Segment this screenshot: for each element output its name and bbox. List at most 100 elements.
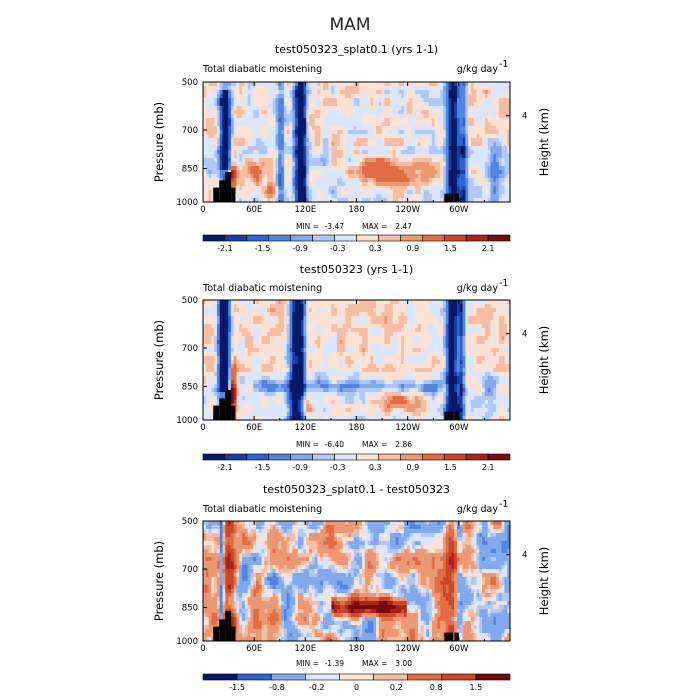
heatmap-cell [203, 312, 207, 317]
heatmap-cell [253, 134, 257, 139]
heatmap-cell [451, 328, 455, 333]
heatmap-cell [459, 138, 463, 143]
heatmap-cell [306, 198, 310, 203]
heatmap-cell [306, 352, 310, 357]
heatmap-cell [292, 308, 296, 313]
heatmap-cell [336, 328, 341, 333]
heatmap-cell [289, 344, 293, 349]
heatmap-cell [345, 178, 349, 183]
heatmap-cell [473, 336, 477, 341]
heatmap-cell [269, 114, 274, 119]
heatmap-cell [456, 122, 461, 127]
heatmap-cell [269, 86, 274, 91]
heatmap-cell [434, 98, 438, 103]
heatmap-cell [317, 98, 321, 103]
heatmap-cell [278, 316, 282, 321]
heatmap-cell [470, 142, 475, 147]
heatmap-cell [320, 300, 324, 305]
heatmap-cell [323, 94, 327, 99]
heatmap-cell [309, 348, 313, 353]
heatmap-cell [395, 312, 399, 317]
heatmap-cell [454, 142, 458, 147]
heatmap-cell [417, 114, 422, 119]
heatmap-cell [482, 114, 486, 119]
heatmap-cell [389, 138, 394, 143]
heatmap-cell [415, 340, 419, 345]
heatmap-cell [431, 352, 436, 357]
heatmap-cell [258, 190, 263, 195]
heatmap-cell [376, 198, 380, 203]
heatmap-cell [376, 126, 380, 131]
heatmap-cell [378, 356, 383, 361]
heatmap-cell [272, 332, 276, 337]
heatmap-cell [289, 316, 293, 321]
heatmap-cell [236, 166, 240, 171]
heatmap-cell [387, 146, 391, 151]
heatmap-cell [203, 348, 207, 353]
heatmap-cell [482, 142, 486, 147]
heatmap-cell [306, 332, 310, 337]
heatmap-cell [398, 102, 402, 107]
heatmap-cell [350, 106, 355, 111]
heatmap-cell [350, 142, 355, 147]
heatmap-cell [306, 94, 310, 99]
heatmap-cell [353, 122, 357, 127]
heatmap-cell [289, 190, 293, 195]
heatmap-cell [482, 82, 486, 87]
heatmap-cell [314, 344, 318, 349]
heatmap-cell [456, 312, 461, 317]
heatmap-cell [300, 162, 304, 167]
heatmap-cell [256, 110, 260, 115]
heatmap-cell [431, 162, 436, 167]
heatmap-cell [501, 190, 505, 195]
heatmap-cell [384, 348, 388, 353]
heatmap-cell [403, 198, 408, 203]
heatmap-cell [328, 328, 332, 333]
heatmap-cell [459, 328, 463, 333]
heatmap-cell [362, 122, 366, 127]
heatmap-cell [409, 182, 413, 187]
heatmap-cell [373, 154, 377, 159]
heatmap-cell [250, 86, 254, 91]
heatmap-cell [208, 126, 212, 131]
heatmap-cell [230, 154, 235, 159]
heatmap-cell [203, 300, 207, 305]
heatmap-cell [348, 198, 352, 203]
heatmap-cell [314, 308, 318, 313]
heatmap-cell [395, 82, 399, 87]
heatmap-cell [367, 90, 371, 95]
heatmap-cell [376, 146, 380, 151]
heatmap-cell [247, 134, 251, 139]
heatmap-cell [395, 166, 399, 171]
heatmap-cell [367, 126, 371, 131]
heatmap-cell [320, 162, 324, 167]
heatmap-cell [429, 190, 433, 195]
heatmap-cell [454, 106, 458, 111]
heatmap-cell [244, 98, 249, 103]
heatmap-cell [448, 150, 452, 155]
heatmap-cell [211, 154, 215, 159]
heatmap-cell [392, 134, 396, 139]
heatmap-cell [205, 130, 209, 135]
heatmap-cell [272, 300, 276, 305]
heatmap-cell [364, 154, 369, 159]
heatmap-cell [454, 134, 458, 139]
heatmap-cell [256, 106, 260, 111]
heatmap-cell [476, 102, 480, 107]
heatmap-cell [258, 86, 263, 91]
heatmap-cell [350, 98, 355, 103]
heatmap-cell [443, 94, 447, 99]
heatmap-cell [440, 316, 444, 321]
heatmap-cell [479, 154, 483, 159]
heatmap-cell [501, 138, 505, 143]
heatmap-cell [348, 166, 352, 171]
heatmap-cell [230, 98, 235, 103]
heatmap-cell [242, 300, 246, 305]
heatmap-cell [403, 138, 408, 143]
heatmap-cell [222, 162, 226, 167]
heatmap-cell [216, 118, 221, 123]
heatmap-cell [493, 352, 497, 357]
heatmap-cell [451, 332, 455, 337]
heatmap-cell [306, 328, 310, 333]
heatmap-cell [320, 138, 324, 143]
